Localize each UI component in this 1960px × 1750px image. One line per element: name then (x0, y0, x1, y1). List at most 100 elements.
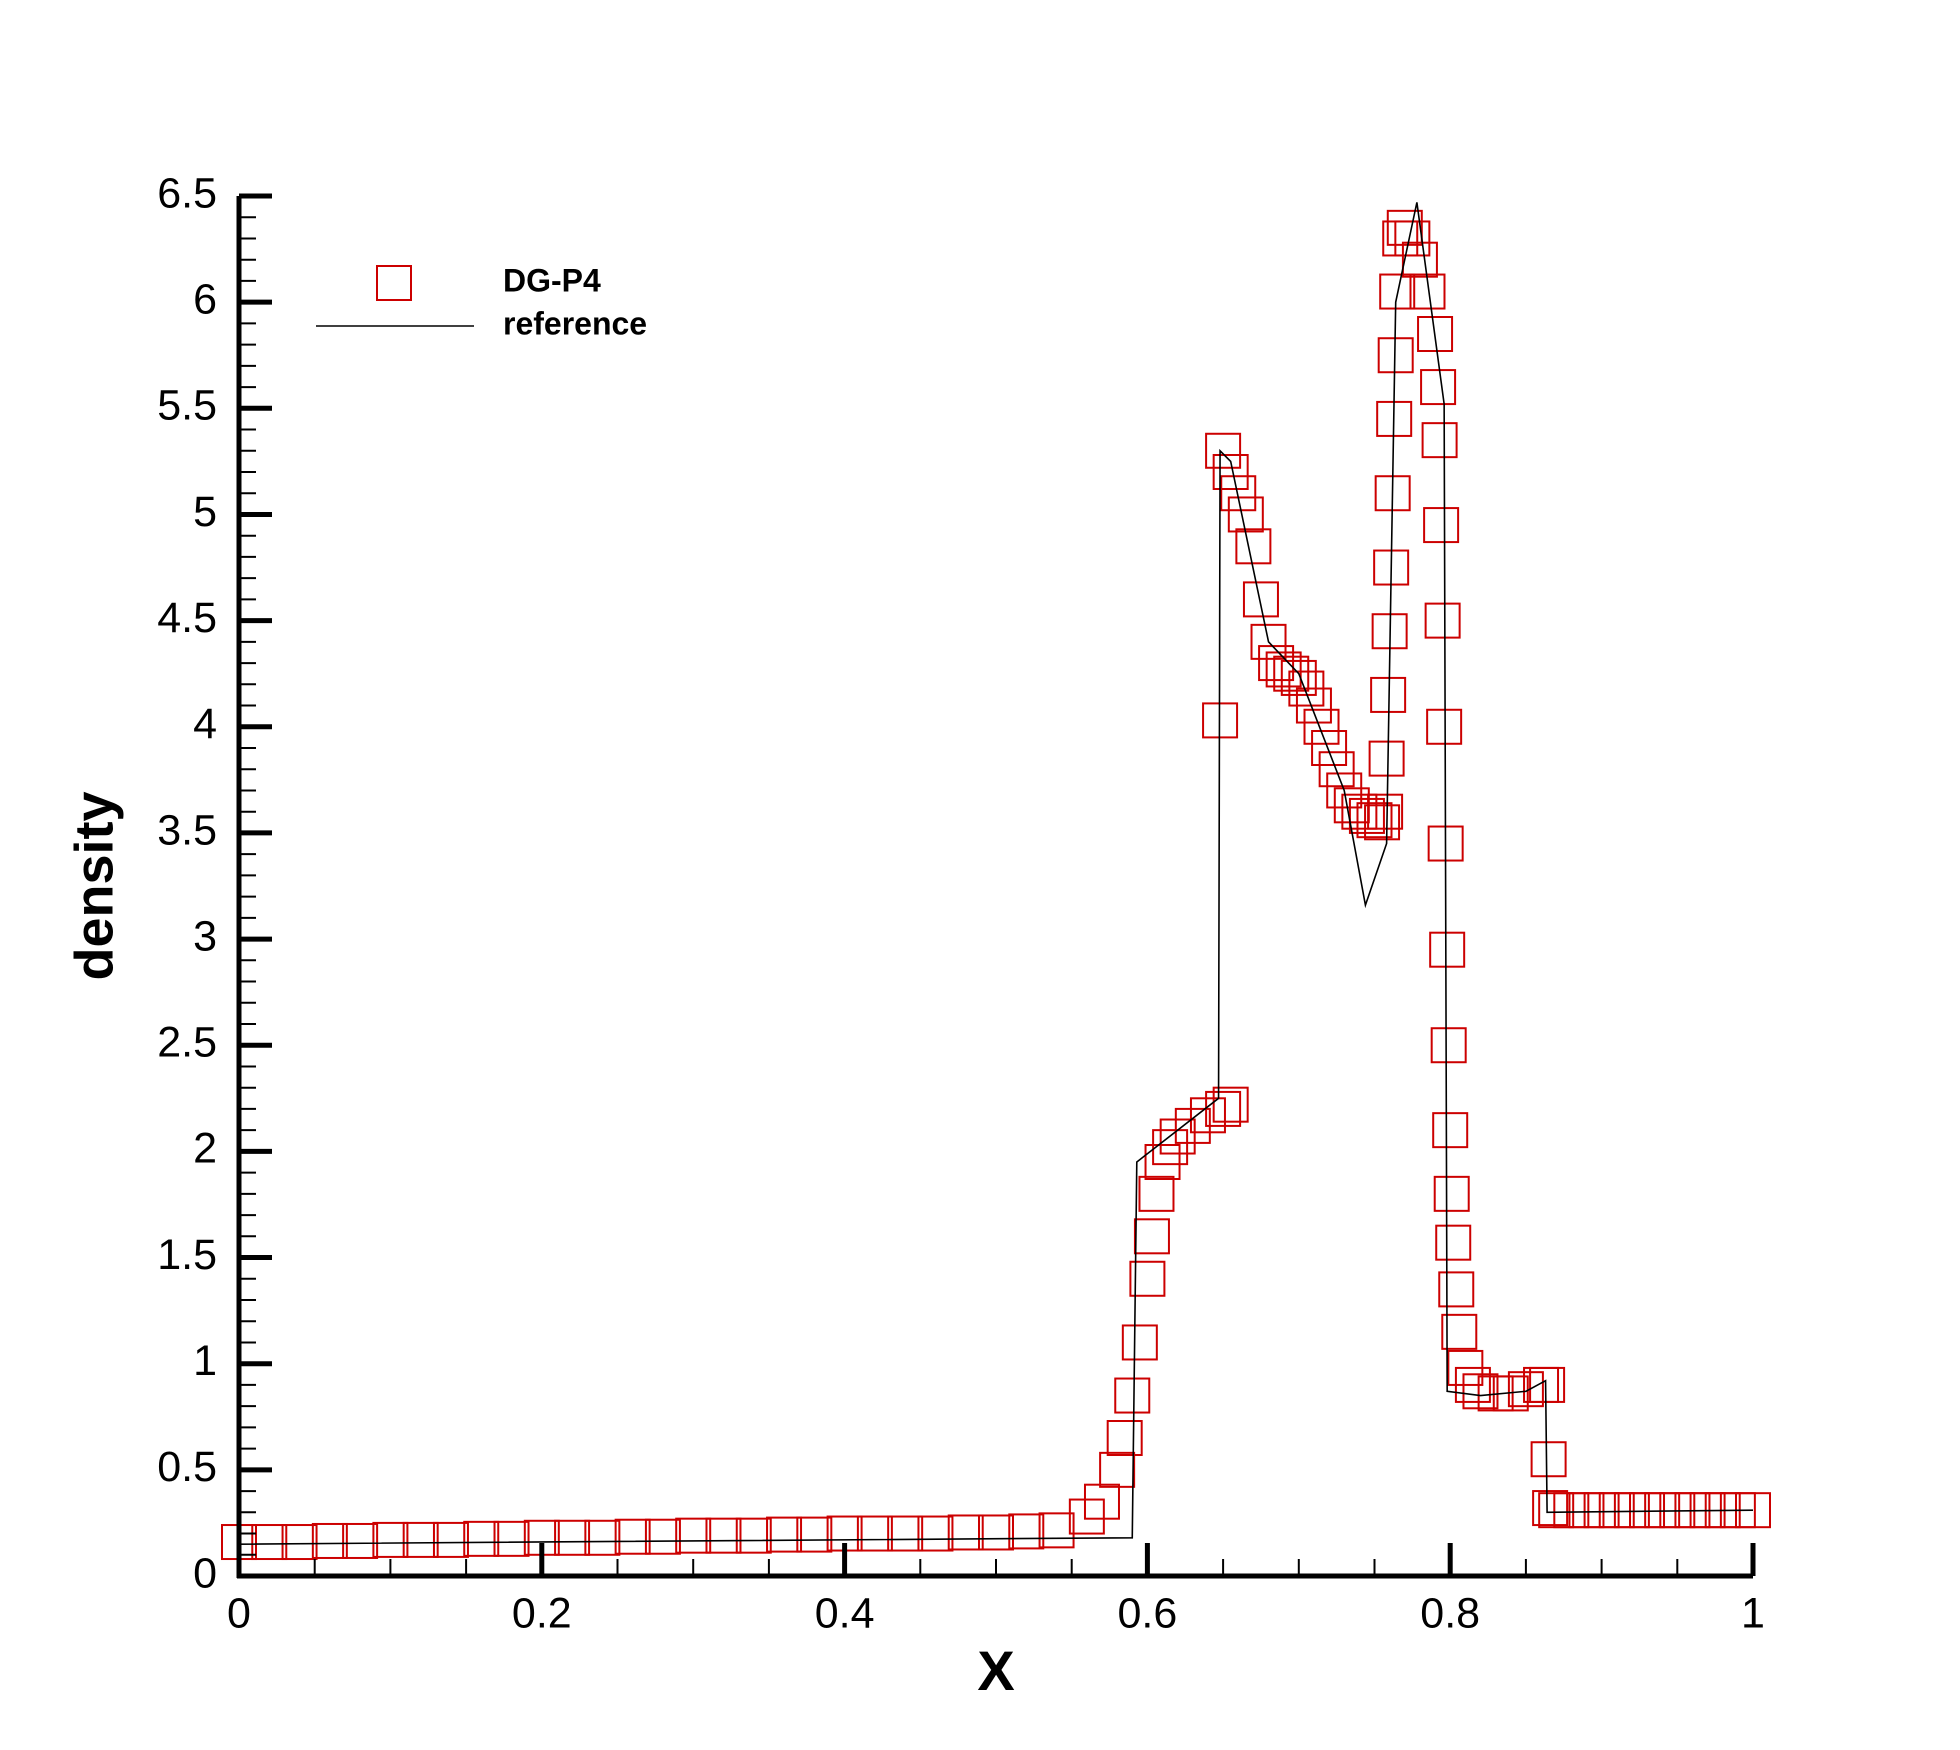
data-point (554, 1519, 591, 1556)
data-point (1356, 802, 1393, 839)
data-point (1629, 1492, 1666, 1529)
data-point (1441, 1313, 1478, 1350)
data-point (1212, 1086, 1249, 1123)
x-tick-label: 0 (227, 1589, 251, 1637)
data-point (1303, 708, 1340, 745)
data-point (1429, 931, 1466, 968)
data-point (1530, 1441, 1567, 1478)
data-point (1507, 1371, 1544, 1408)
data-point (342, 1522, 379, 1559)
data-point (1438, 1271, 1475, 1308)
data-point (1099, 1451, 1136, 1488)
data-point (1454, 1366, 1491, 1403)
data-point (1189, 1097, 1226, 1134)
data-point (856, 1515, 893, 1552)
y-tick-label: 2 (193, 1125, 217, 1173)
y-tick-label: 5.5 (157, 382, 217, 430)
data-point (917, 1515, 954, 1552)
data-point (1421, 422, 1458, 459)
data-point (1417, 316, 1454, 352)
data-point (1250, 623, 1287, 660)
data-point (978, 1514, 1014, 1551)
data-point (1430, 1027, 1467, 1064)
data-point (1242, 581, 1279, 618)
x-tick-label: 1 (1741, 1589, 1765, 1637)
y-axis-title: density (64, 791, 124, 980)
data-point (1492, 1375, 1529, 1412)
data-point (432, 1521, 469, 1558)
data-point (1273, 655, 1310, 692)
data-point (1212, 454, 1249, 490)
data-point (1364, 804, 1401, 841)
data-point (1138, 1175, 1175, 1212)
x-axis-title: X (977, 1639, 1014, 1702)
data-point (1129, 1260, 1166, 1297)
data-point (1008, 1513, 1045, 1550)
x-tick-label: 0.2 (512, 1589, 572, 1637)
y-tick-label: 0.5 (157, 1443, 217, 1491)
legend-label: DG-P4 (503, 262, 601, 298)
data-point (1318, 751, 1355, 788)
data-point (1258, 645, 1295, 682)
data-point (1583, 1492, 1620, 1529)
data-point (1401, 241, 1438, 278)
data-point (735, 1517, 772, 1554)
data-point (1333, 787, 1370, 824)
data-point (1462, 1373, 1499, 1410)
data-point (614, 1518, 651, 1555)
data-point (1227, 496, 1264, 533)
y-tick-label: 3.5 (157, 806, 217, 854)
data-point (1409, 273, 1446, 310)
data-point (1348, 797, 1385, 834)
data-point (1220, 475, 1257, 512)
data-point (584, 1519, 621, 1556)
x-tick-label: 0.6 (1118, 1589, 1178, 1637)
data-point (1114, 1377, 1151, 1414)
data-point (705, 1517, 742, 1554)
y-tick-label: 0 (193, 1549, 217, 1597)
y-tick-label: 4.5 (157, 594, 217, 642)
data-point (463, 1520, 500, 1557)
data-point (1265, 651, 1302, 688)
data-point (251, 1524, 288, 1561)
data-point (1426, 708, 1463, 745)
data-point (1532, 1490, 1569, 1527)
data-point (1144, 1144, 1181, 1180)
data-point (1152, 1129, 1189, 1166)
data-point (1106, 1420, 1143, 1456)
data-point (281, 1524, 318, 1561)
data-point (1423, 507, 1460, 544)
data-point (1159, 1118, 1196, 1155)
data-point (1326, 772, 1363, 809)
data-point (1424, 602, 1461, 639)
legend-marker (376, 265, 412, 301)
data-point (1174, 1107, 1211, 1144)
data-point (644, 1518, 681, 1555)
y-tick-label: 1 (193, 1337, 217, 1385)
data-point (1553, 1492, 1590, 1529)
data-point (1432, 1112, 1469, 1149)
data-point (1121, 1324, 1158, 1361)
y-tick-label: 3 (193, 912, 217, 960)
data-point (1529, 1366, 1566, 1403)
data-point (1235, 528, 1272, 565)
data-point (1644, 1492, 1681, 1529)
y-tick-label: 4 (193, 700, 217, 748)
data-point (1280, 659, 1317, 696)
data-point (887, 1515, 924, 1552)
data-point (1386, 209, 1423, 246)
data-point (493, 1520, 530, 1557)
data-point (766, 1516, 803, 1553)
data-point (1367, 793, 1404, 830)
y-tick-label: 6 (193, 276, 217, 324)
data-point (1133, 1218, 1170, 1255)
data-point (1435, 1224, 1472, 1261)
data-point (1068, 1498, 1105, 1535)
data-point (1038, 1512, 1075, 1549)
y-tick-label: 6.5 (157, 169, 217, 217)
data-point (402, 1521, 439, 1558)
data-point (1205, 432, 1242, 469)
legend-label: reference (503, 305, 647, 341)
data-point (1568, 1492, 1605, 1529)
reference-line (238, 202, 1754, 1545)
